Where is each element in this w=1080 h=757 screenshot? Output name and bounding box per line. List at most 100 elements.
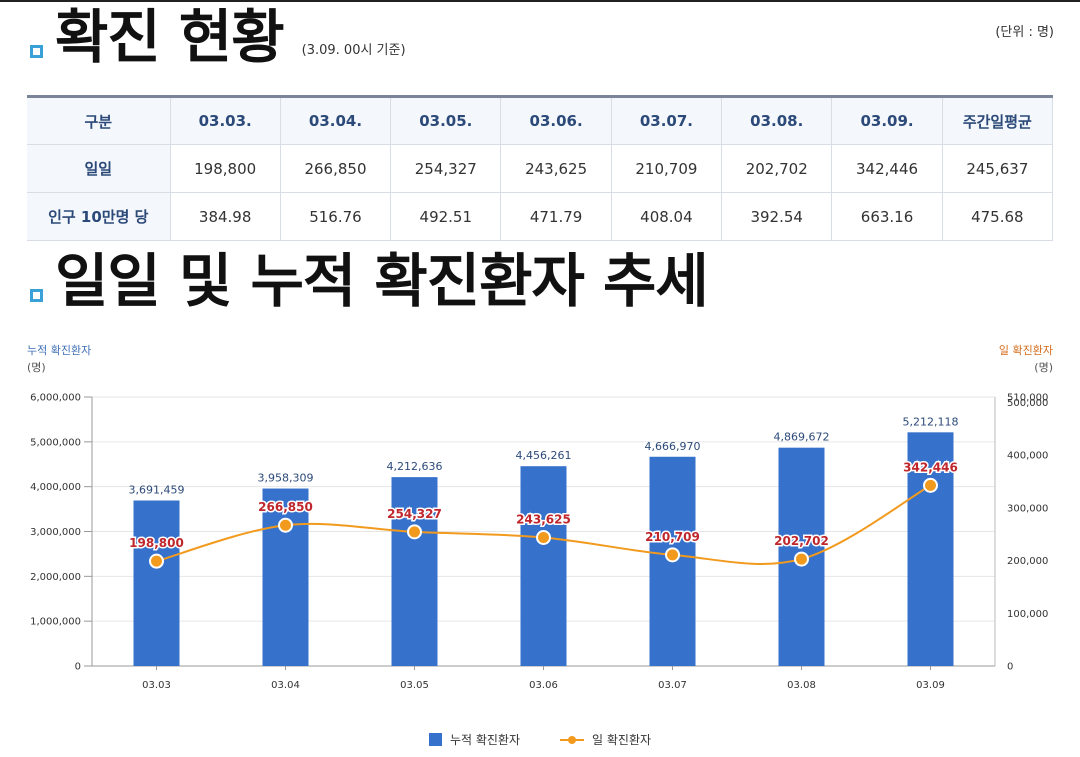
row-label: 인구 10만명 당 (27, 192, 171, 241)
left-tick-label: 5,000,000 (30, 437, 81, 448)
status-subtitle: (3.09. 00시 기준) (301, 43, 406, 58)
trend-section-title: 일일 및 누적 확진환자 추세 (30, 247, 709, 315)
left-axis-unit: (명) (27, 361, 46, 374)
bar-value-label: 3,958,309 (258, 472, 314, 485)
trend-title: 일일 및 누적 확진환자 추세 (55, 247, 709, 315)
left-tick-label: 1,000,000 (30, 617, 81, 628)
bar-value-label: 3,691,459 (129, 483, 185, 496)
table-header: 03.09. (831, 95, 943, 145)
right-tick-label: 500,000 (1007, 398, 1048, 409)
table-cell: 243,625 (500, 144, 612, 193)
left-tick-label: 3,000,000 (30, 527, 81, 538)
right-tick-label: 100,000 (1007, 609, 1048, 620)
legend-item-line: 일 확진환자 (560, 731, 651, 748)
line-point (794, 551, 809, 567)
table-row: 인구 10만명 당 384.98 516.76 492.51 471.79 40… (27, 192, 1054, 241)
bar (520, 466, 567, 666)
unit-label: (단위 : 명) (995, 25, 1054, 40)
table-cell: 384.98 (170, 192, 281, 241)
table-cell: 266,850 (280, 144, 392, 193)
square-bullet-icon (30, 45, 43, 58)
table-header: 주간일평균 (942, 95, 1054, 145)
table-cell: 663.16 (831, 192, 943, 241)
left-tick-label: 0 (75, 662, 81, 673)
line-point (923, 477, 938, 493)
x-tick-label: 03.09 (916, 680, 945, 691)
table-header: 03.03. (170, 95, 281, 145)
left-tick-label: 2,000,000 (30, 572, 81, 583)
line-swatch-icon (560, 734, 585, 746)
table-cell: 254,327 (390, 144, 502, 193)
table-cell: 492.51 (390, 192, 502, 241)
table-cell: 471.79 (500, 192, 612, 241)
table-header: 03.04. (280, 95, 392, 145)
legend-bar-label: 누적 확진환자 (449, 733, 521, 747)
x-tick-label: 03.08 (787, 680, 816, 691)
left-tick-label: 6,000,000 (30, 393, 81, 404)
left-tick-label: 4,000,000 (30, 482, 81, 493)
table-cell: 408.04 (611, 192, 723, 241)
line-value-label: 202,702 (774, 534, 829, 548)
table-cell: 198,800 (170, 144, 281, 193)
right-tick-label: 510,000 (1007, 393, 1048, 404)
table-header-row: 구분 03.03. 03.04. 03.05. 03.06. 03.07. 03… (27, 95, 1054, 145)
right-tick-label: 300,000 (1007, 503, 1048, 514)
bar-value-label: 4,869,672 (774, 431, 830, 444)
bar-swatch-icon (428, 733, 442, 746)
table-cell: 516.76 (280, 192, 392, 241)
line-point (149, 553, 164, 569)
table-cell: 392.54 (721, 192, 833, 241)
bar-value-label: 4,456,261 (516, 449, 572, 462)
right-axis-unit: (명) (1034, 361, 1053, 374)
right-tick-label: 0 (1007, 662, 1013, 673)
line-point (278, 517, 293, 533)
x-tick-label: 03.04 (271, 680, 300, 691)
bar (391, 477, 438, 666)
row-label: 일일 (27, 144, 171, 193)
left-axis-label: 누적 확진환자 (27, 344, 92, 357)
x-tick-label: 03.06 (529, 680, 558, 691)
bar-value-label: 4,212,636 (387, 460, 443, 473)
line-value-label: 266,850 (258, 500, 313, 514)
status-title: 확진 현황 (55, 3, 285, 71)
table-cell: 245,637 (942, 144, 1054, 193)
right-axis-title: 일 확진환자 (명) (999, 342, 1053, 376)
line-value-label: 210,709 (645, 530, 700, 544)
table-header: 03.07. (611, 95, 723, 145)
table-cell: 342,446 (831, 144, 943, 193)
bar (133, 500, 180, 666)
right-tick-label: 200,000 (1007, 556, 1048, 567)
x-tick-label: 03.07 (658, 680, 687, 691)
bar-value-label: 5,212,118 (903, 415, 959, 428)
status-table: 구분 03.03. 03.04. 03.05. 03.06. 03.07. 03… (27, 95, 1054, 241)
table-row: 일일 198,800 266,850 254,327 243,625 210,7… (27, 144, 1054, 193)
line-value-label: 198,800 (129, 536, 184, 550)
legend-item-bar: 누적 확진환자 (428, 731, 521, 748)
bar (262, 488, 309, 666)
bar-value-label: 4,666,970 (645, 440, 701, 453)
table-cell: 210,709 (611, 144, 723, 193)
legend-line-label: 일 확진환자 (592, 733, 652, 747)
table-header: 03.06. (500, 95, 612, 145)
top-border (0, 0, 1080, 2)
bar (907, 432, 954, 666)
line-value-label: 254,327 (387, 507, 442, 521)
status-section-title: 확진 현황 (3.09. 00시 기준) (30, 8, 406, 66)
line-point (665, 547, 680, 563)
square-bullet-icon (30, 289, 43, 302)
chart-legend: 누적 확진환자 일 확진환자 (0, 731, 1080, 748)
line-value-label: 342,446 (903, 460, 958, 474)
right-axis-label: 일 확진환자 (998, 344, 1053, 357)
line-point (407, 524, 422, 540)
right-tick-label: 400,000 (1007, 451, 1048, 462)
table-cell: 202,702 (721, 144, 833, 193)
x-tick-label: 03.05 (400, 680, 429, 691)
x-tick-label: 03.03 (142, 680, 171, 691)
combo-chart: 0 1,000,000 2,000,000 3,000,000 4,000,000 5,0… (30, 393, 1048, 692)
table-cell: 475.68 (942, 192, 1054, 241)
left-axis-title: 누적 확진환자 (명) (27, 342, 91, 376)
table-header: 03.05. (390, 95, 502, 145)
table-header: 구분 (27, 95, 171, 145)
line-value-label: 243,625 (516, 512, 571, 526)
line-point (536, 529, 551, 545)
